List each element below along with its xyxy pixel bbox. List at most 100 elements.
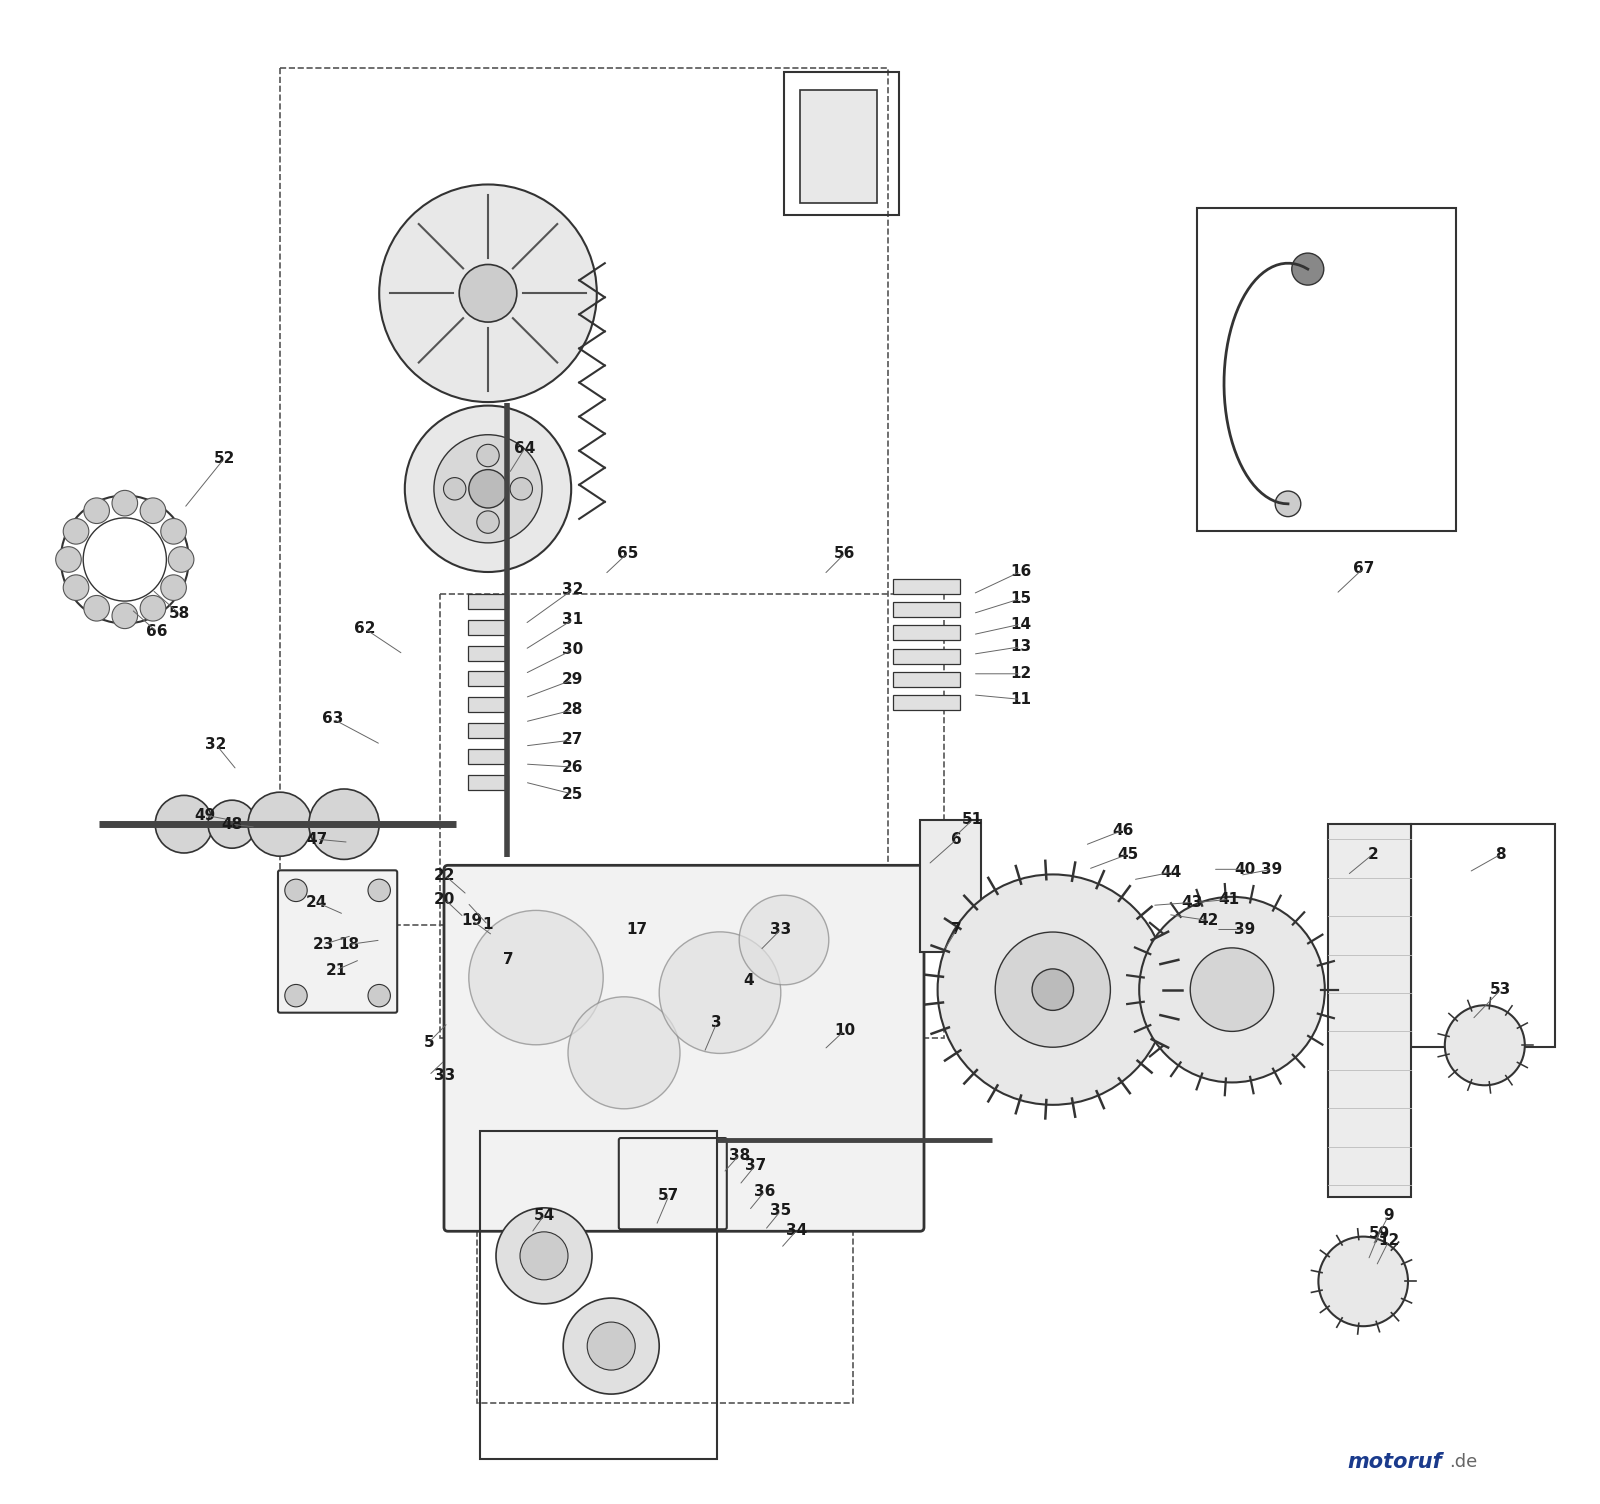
Text: 56: 56 <box>834 546 856 561</box>
Text: 42: 42 <box>1197 913 1219 928</box>
Text: 24: 24 <box>306 895 328 910</box>
Text: 1: 1 <box>483 917 493 932</box>
Circle shape <box>1032 969 1074 1011</box>
Bar <box>480 1131 717 1459</box>
Text: 48: 48 <box>221 817 243 832</box>
Text: 19: 19 <box>461 913 483 928</box>
Circle shape <box>368 880 390 901</box>
Text: 11: 11 <box>1010 692 1032 707</box>
Circle shape <box>141 596 166 621</box>
Text: 62: 62 <box>354 621 376 636</box>
Text: 6: 6 <box>952 832 962 847</box>
Text: 37: 37 <box>744 1158 766 1173</box>
Text: 44: 44 <box>1160 865 1182 880</box>
Circle shape <box>477 511 499 534</box>
Text: 29: 29 <box>562 672 584 687</box>
Circle shape <box>659 932 781 1053</box>
Bar <box>467 723 509 738</box>
Text: 59: 59 <box>1368 1226 1390 1241</box>
Text: 65: 65 <box>616 546 638 561</box>
Text: 57: 57 <box>658 1188 680 1203</box>
Circle shape <box>520 1232 568 1280</box>
Circle shape <box>434 435 542 543</box>
Circle shape <box>160 575 186 600</box>
Bar <box>467 671 509 686</box>
Circle shape <box>739 895 829 985</box>
Bar <box>893 672 960 687</box>
Text: 40: 40 <box>1234 862 1256 877</box>
Text: 14: 14 <box>1010 617 1032 632</box>
Circle shape <box>168 546 194 573</box>
Circle shape <box>285 985 307 1006</box>
Bar <box>1411 824 1555 1047</box>
Text: 31: 31 <box>562 612 584 627</box>
Text: 53: 53 <box>1490 982 1512 997</box>
Circle shape <box>208 800 256 848</box>
Circle shape <box>56 546 82 573</box>
Text: 39: 39 <box>1261 862 1283 877</box>
Text: 27: 27 <box>562 732 584 747</box>
Circle shape <box>563 1298 659 1394</box>
Bar <box>893 626 960 641</box>
Circle shape <box>83 498 109 523</box>
Circle shape <box>112 490 138 516</box>
Bar <box>1328 824 1411 1197</box>
Text: .de: .de <box>1450 1453 1478 1471</box>
Circle shape <box>469 910 603 1045</box>
Bar <box>1197 208 1456 531</box>
Circle shape <box>1275 490 1301 517</box>
Text: 58: 58 <box>168 606 190 621</box>
Text: 2: 2 <box>1368 847 1378 862</box>
Circle shape <box>112 603 138 629</box>
Circle shape <box>83 596 109 621</box>
Text: 8: 8 <box>1496 847 1506 862</box>
FancyBboxPatch shape <box>278 871 397 1012</box>
Text: 51: 51 <box>962 812 984 827</box>
Text: 3: 3 <box>712 1015 722 1030</box>
Text: 13: 13 <box>1010 639 1032 654</box>
Text: 46: 46 <box>1112 823 1134 838</box>
Text: 54: 54 <box>533 1208 555 1223</box>
Circle shape <box>469 469 507 508</box>
Text: 21: 21 <box>325 963 347 978</box>
Text: 33: 33 <box>770 922 792 937</box>
Text: 47: 47 <box>306 832 328 847</box>
Text: 9: 9 <box>1384 1208 1394 1223</box>
Bar <box>784 72 899 215</box>
Circle shape <box>379 185 597 402</box>
Text: 7: 7 <box>952 922 962 937</box>
Bar <box>920 820 981 952</box>
Circle shape <box>64 575 90 600</box>
Text: 41: 41 <box>1218 892 1240 907</box>
Text: 28: 28 <box>562 702 584 717</box>
Circle shape <box>309 790 379 859</box>
Text: 66: 66 <box>146 624 168 639</box>
Text: 10: 10 <box>834 1023 856 1038</box>
Bar <box>467 698 509 713</box>
Circle shape <box>995 932 1110 1047</box>
Text: motoruf: motoruf <box>1347 1451 1442 1472</box>
Bar <box>893 602 960 617</box>
FancyBboxPatch shape <box>619 1139 726 1229</box>
Text: 33: 33 <box>434 1068 456 1083</box>
Text: 5: 5 <box>424 1035 434 1050</box>
Circle shape <box>510 478 533 499</box>
Text: 43: 43 <box>1181 895 1203 910</box>
Text: 64: 64 <box>514 441 536 456</box>
Text: 38: 38 <box>728 1148 750 1163</box>
Circle shape <box>568 997 680 1108</box>
Bar <box>440 594 944 1038</box>
Circle shape <box>155 796 213 853</box>
Circle shape <box>477 444 499 466</box>
Circle shape <box>1318 1236 1408 1327</box>
Bar <box>467 775 509 790</box>
Text: 15: 15 <box>1010 591 1032 606</box>
Text: 67: 67 <box>1352 561 1374 576</box>
Circle shape <box>141 498 166 523</box>
Bar <box>893 695 960 710</box>
Circle shape <box>248 793 312 856</box>
Text: 35: 35 <box>770 1203 792 1218</box>
Bar <box>467 594 509 609</box>
Bar <box>467 620 509 635</box>
Text: 36: 36 <box>754 1184 776 1199</box>
